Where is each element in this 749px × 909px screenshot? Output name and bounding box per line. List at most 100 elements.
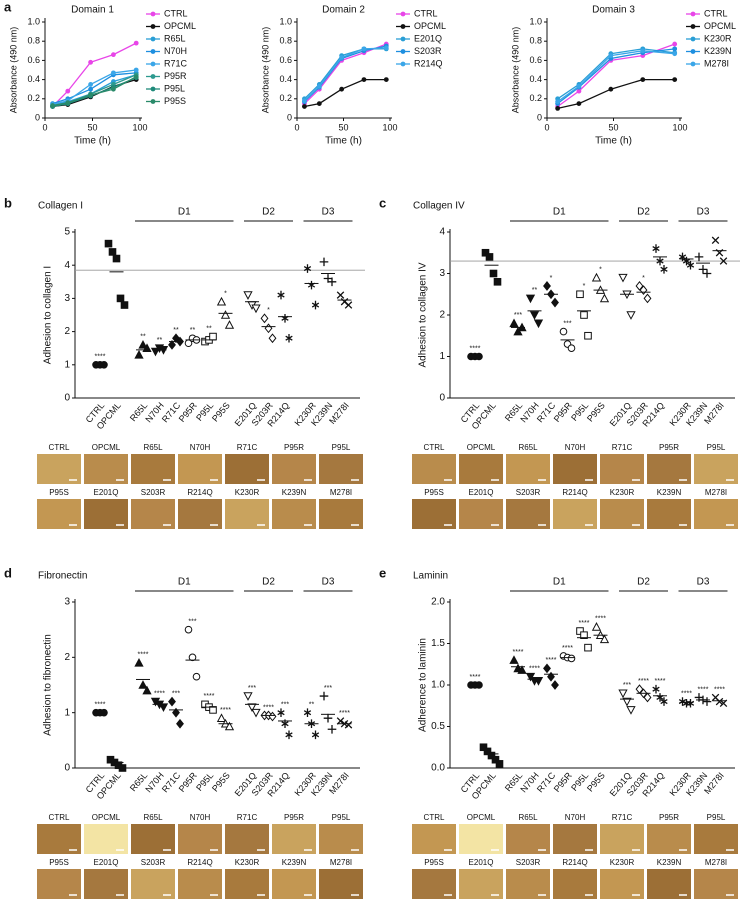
data-point (643, 293, 652, 304)
data-point (567, 344, 576, 353)
data-point (652, 684, 660, 694)
micrograph-label: CTRL (49, 443, 70, 452)
data-point (339, 86, 345, 92)
y-tick-label: 0.0 (431, 763, 445, 774)
data-point (640, 48, 646, 54)
data-point (168, 696, 176, 707)
data-point (285, 333, 293, 343)
micrograph-label: P95R (659, 813, 679, 822)
data-point (555, 106, 561, 111)
y-axis-label: Adherence to laminin (418, 638, 429, 732)
micrograph (37, 824, 81, 854)
micrograph (412, 824, 456, 854)
y-tick-label: 0.4 (279, 74, 292, 84)
x-tick-label: 100 (132, 122, 147, 132)
micrograph (37, 869, 81, 899)
micrograph-label: S203R (141, 858, 166, 867)
micrograph (319, 454, 363, 484)
micrograph-label: CTRL (424, 813, 445, 822)
significance: **** (513, 649, 524, 656)
data-point (336, 717, 345, 725)
data-point (158, 703, 169, 712)
micrograph-label: R214Q (562, 488, 587, 497)
data-point (243, 692, 253, 701)
data-point (694, 252, 704, 262)
significance: ** (190, 327, 196, 334)
legend-label: E201Q (414, 33, 442, 43)
data-point (491, 755, 500, 764)
data-point (188, 653, 197, 662)
data-point (584, 331, 592, 340)
data-point (311, 300, 320, 310)
data-point (133, 40, 139, 46)
legend-marker (150, 61, 156, 67)
data-point (493, 278, 502, 286)
micrograph-label: M278I (330, 488, 352, 497)
y-tick-label: 4 (439, 227, 445, 238)
data-point (88, 59, 93, 65)
micrograph-label: S203R (516, 488, 541, 497)
micrograph-label: K239N (657, 488, 682, 497)
significance: ** (140, 334, 146, 341)
data-point (719, 257, 728, 265)
chart-title: Collagen I (38, 201, 83, 212)
data-point (672, 51, 678, 57)
x-tick-label: P95S (585, 400, 607, 423)
data-point (224, 721, 235, 731)
data-point (302, 104, 307, 109)
micrograph (84, 869, 128, 899)
data-point (138, 340, 148, 349)
data-point (487, 751, 496, 760)
micrograph (225, 824, 269, 854)
micrograph-label: S203R (516, 858, 541, 867)
micrograph-label: M278I (705, 488, 727, 497)
data-point (133, 74, 139, 80)
data-point (307, 280, 316, 290)
axis (546, 18, 682, 119)
data-point (608, 53, 614, 58)
data-point (672, 77, 678, 82)
data-point (120, 301, 129, 309)
micrograph (459, 454, 503, 484)
data-point (88, 82, 93, 87)
data-point (336, 291, 345, 299)
micrograph (506, 454, 550, 484)
data-point (686, 260, 695, 270)
legend-label: CTRL (164, 8, 188, 18)
data-point (339, 55, 345, 60)
legend-marker (150, 36, 156, 42)
x-tick-label: 0 (294, 122, 299, 132)
data-point (533, 319, 544, 329)
legend-marker (690, 24, 696, 29)
y-tick-label: 2.0 (431, 597, 445, 608)
y-axis-label: Adhesion to collagen I (43, 266, 54, 364)
data-point (543, 663, 551, 674)
axis (74, 599, 360, 769)
micrograph-label: M278I (330, 858, 352, 867)
micrograph-label: E201Q (94, 488, 119, 497)
data-point (525, 294, 536, 304)
y-tick-label: 2 (64, 326, 70, 337)
data-point (660, 697, 668, 706)
y-tick-label: 0.5 (431, 721, 445, 732)
data-point (50, 103, 55, 108)
legend-marker (400, 24, 406, 29)
legend-marker (150, 24, 156, 29)
x-tick-label: 50 (87, 122, 97, 132)
micrograph-label: R71C (237, 813, 258, 822)
significance: **** (138, 652, 149, 659)
data-point (327, 277, 337, 287)
data-point (618, 273, 628, 283)
data-point (559, 327, 568, 336)
micrograph (319, 869, 363, 899)
data-point (251, 708, 261, 718)
micrograph-label: P95S (424, 858, 444, 867)
micrograph (412, 499, 456, 529)
data-point (580, 311, 588, 319)
data-point (640, 77, 646, 82)
micrograph-label: OPCML (467, 813, 496, 822)
data-point (302, 98, 307, 104)
micrograph-label: R65L (143, 443, 163, 452)
data-point (485, 253, 494, 261)
